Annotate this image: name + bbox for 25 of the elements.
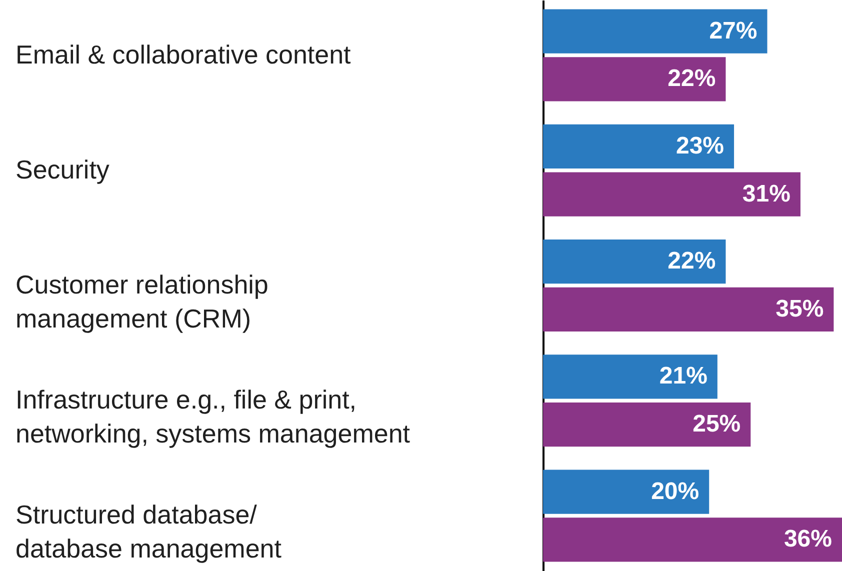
bar [543, 57, 726, 102]
data-label: 35% [776, 295, 824, 322]
bar [543, 172, 800, 216]
y-tick-label: Customer relationship management (CRM) [16, 270, 268, 334]
data-label: 22% [668, 248, 716, 275]
y-tick-label: Structured database/ database management [16, 500, 282, 564]
data-label: 21% [659, 362, 708, 390]
bar [543, 518, 842, 562]
bar [543, 9, 768, 54]
bar [543, 402, 751, 447]
y-tick-label: Security [16, 154, 110, 184]
data-label: 27% [709, 17, 758, 44]
bar [543, 124, 734, 168]
data-label: 31% [742, 180, 790, 208]
data-label: 23% [676, 132, 724, 160]
data-label: 36% [784, 526, 832, 553]
bar [543, 354, 718, 399]
y-tick-label: Infrastructure e.g., file & print, networking, systems management [16, 384, 411, 449]
data-label: 22% [668, 65, 716, 92]
y-tick-label: Email & collaborative content [16, 39, 352, 70]
bar [543, 287, 834, 332]
data-label: 25% [692, 410, 741, 438]
bar [543, 239, 726, 284]
data-label: 20% [651, 478, 700, 505]
bar [543, 470, 710, 514]
